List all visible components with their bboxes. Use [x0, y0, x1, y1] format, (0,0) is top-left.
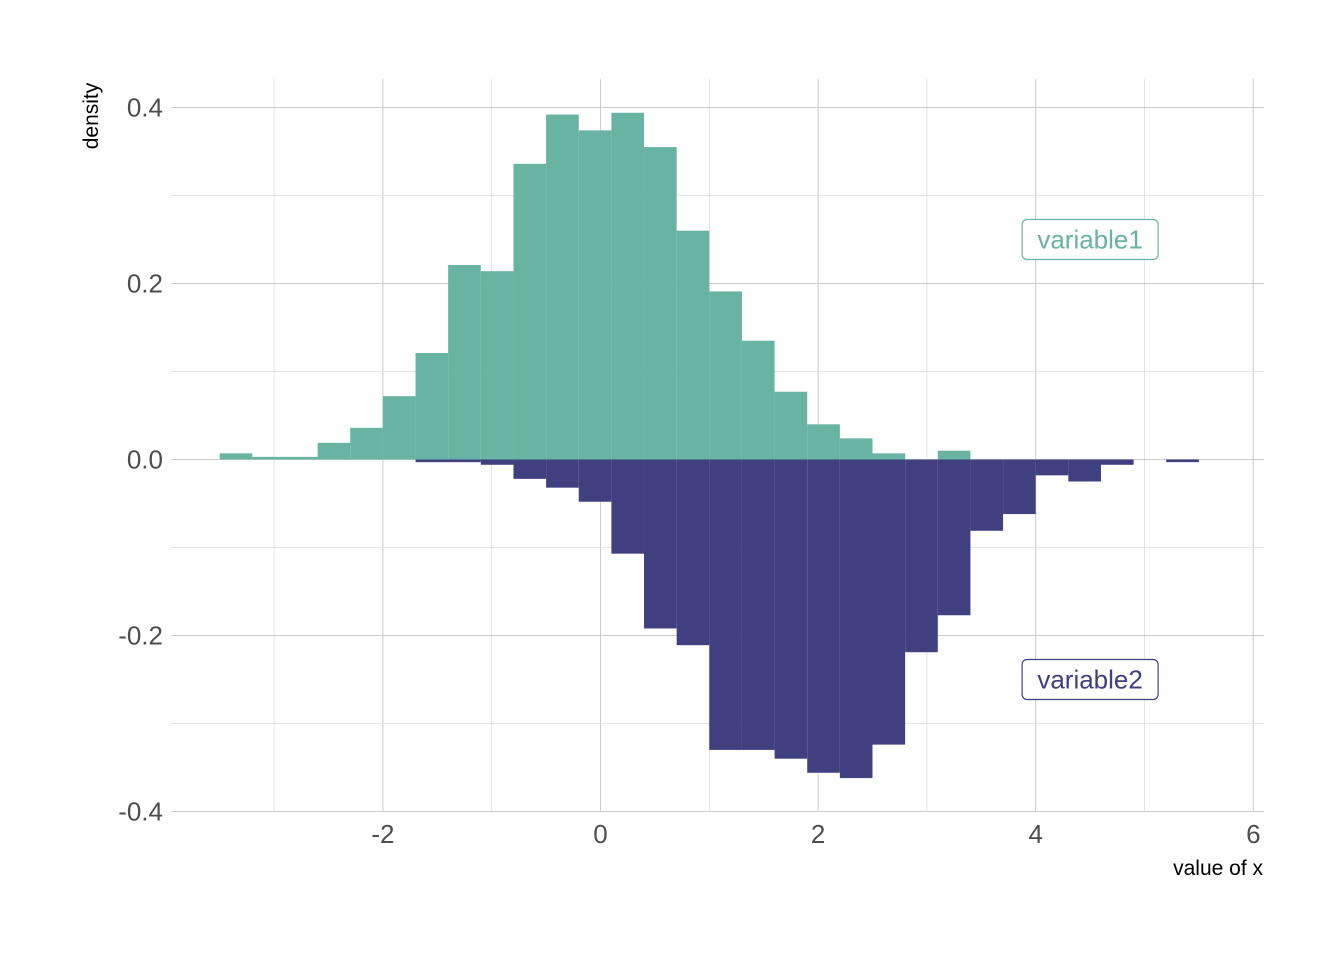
histogram-bar-variable2 [872, 459, 906, 745]
annotation-box [1021, 658, 1159, 701]
histogram-bar-variable1 [807, 424, 840, 460]
histogram-bar-variable2 [578, 459, 612, 502]
histogram-bar-variable2 [480, 459, 514, 465]
histogram-bar-variable2 [741, 459, 775, 750]
histogram-bar-variable2 [1003, 459, 1036, 515]
histogram-bars [219, 112, 1199, 779]
histogram-bar-variable1 [448, 265, 481, 460]
histogram-bar-variable2 [807, 459, 840, 773]
histogram-bar-variable2 [774, 459, 808, 759]
x-tick-label: -2 [371, 819, 394, 849]
x-tick-label: 6 [1246, 819, 1260, 849]
histogram-bar-variable1 [872, 453, 906, 460]
histogram-bar-variable1 [741, 340, 775, 460]
histogram-bar-variable1 [611, 112, 645, 460]
x-tick-label: 0 [593, 819, 607, 849]
histogram-bar-variable1 [317, 442, 351, 460]
histogram-bar-variable1 [709, 291, 742, 460]
histogram-bar-variable2 [905, 459, 938, 653]
histogram-bar-variable1 [578, 130, 612, 460]
y-tick-label: 0.2 [127, 269, 163, 299]
histogram-bar-variable2 [546, 459, 579, 488]
y-tick-label: 0.0 [127, 445, 163, 475]
histogram-bar-variable2 [709, 459, 742, 750]
tick-labels: -2 0 2 4 6 -0.4 -0.2 0.0 0.2 0.4 [118, 93, 1260, 850]
histogram-bar-variable1 [219, 453, 253, 460]
annotation-label: variable2 [1037, 665, 1143, 695]
y-tick-label: -0.4 [118, 797, 163, 827]
histogram-bar-variable1 [774, 391, 808, 460]
x-tick-label: 4 [1028, 819, 1042, 849]
histogram-bar-variable1 [480, 271, 514, 460]
histogram-bar-variable1 [252, 456, 285, 460]
histogram-bar-variable1 [415, 353, 449, 460]
y-tick-label: -0.2 [118, 621, 163, 651]
annotation-box [1021, 218, 1159, 261]
histogram-bar-variable1 [676, 230, 710, 460]
histogram-bar-variable1 [644, 147, 677, 460]
histogram-bar-variable1 [937, 450, 971, 460]
histogram-bar-variable1 [350, 427, 383, 460]
annotation-label: variable1 [1037, 225, 1143, 255]
histogram-bar-variable2 [970, 459, 1004, 531]
histogram-bar-variable1 [513, 163, 547, 460]
histogram-bar-variable2 [839, 459, 873, 779]
histogram-bar-variable2 [1035, 459, 1069, 476]
y-axis-title: density [80, 82, 103, 149]
histogram-bar-variable2 [644, 459, 677, 629]
histogram-bar-variable2 [611, 459, 645, 554]
histogram-bar-variable2 [937, 459, 971, 616]
histogram-bar-variable2 [1100, 459, 1134, 465]
histogram-bar-variable2 [415, 459, 481, 463]
histogram-bar-variable1 [839, 438, 873, 460]
y-tick-label: 0.4 [127, 93, 163, 123]
histogram-bar-variable2 [513, 459, 547, 479]
x-axis-title: value of x [1173, 857, 1263, 880]
histogram-bar-variable1 [546, 114, 579, 460]
histogram-bar-variable1 [382, 396, 416, 460]
histogram-bar-variable2 [1166, 459, 1199, 463]
histogram-bar-variable2 [676, 459, 710, 646]
histogram-bar-variable2 [1068, 459, 1101, 482]
histogram-bar-variable1 [284, 456, 318, 460]
series-annotations: variable1 variable2 [1021, 218, 1159, 701]
x-tick-label: 2 [811, 819, 825, 849]
